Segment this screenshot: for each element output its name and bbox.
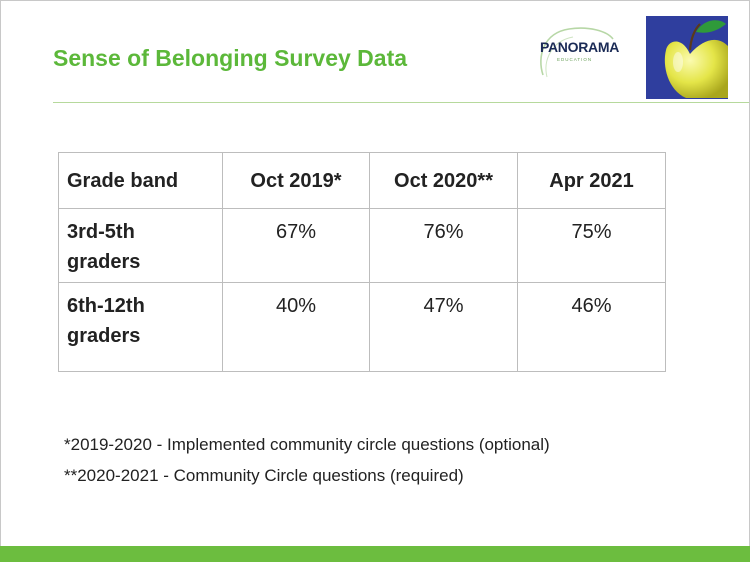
table-cell: 47% bbox=[369, 282, 518, 372]
row-label-line: graders bbox=[67, 325, 141, 347]
survey-data-table: Grade band Oct 2019* Oct 2020** Apr 2021… bbox=[58, 152, 666, 372]
bottom-accent-bar bbox=[0, 546, 750, 562]
row-label: 6th-12th graders bbox=[58, 282, 223, 372]
row-label-line: 3rd-5th bbox=[67, 221, 135, 243]
table-cell: 46% bbox=[517, 282, 666, 372]
logo-name: PANORAMA bbox=[540, 39, 620, 55]
slide-title: Sense of Belonging Survey Data bbox=[53, 45, 408, 71]
panorama-swoosh-icon bbox=[540, 27, 614, 78]
table-row: 3rd-5th graders 67% 76% 75% bbox=[58, 208, 666, 283]
column-header: Apr 2021 bbox=[517, 152, 666, 209]
footnote: *2019-2020 - Implemented community circl… bbox=[64, 435, 550, 454]
table-row: 6th-12th graders 40% 47% 46% bbox=[58, 282, 666, 372]
row-label: 3rd-5th graders bbox=[58, 208, 223, 283]
row-label-line: graders bbox=[67, 251, 141, 273]
table-header-row: Grade band Oct 2019* Oct 2020** Apr 2021 bbox=[58, 152, 666, 209]
table-cell: 67% bbox=[222, 208, 370, 283]
column-header: Grade band bbox=[58, 152, 223, 209]
table-cell: 76% bbox=[369, 208, 518, 283]
row-label-line: 6th-12th bbox=[67, 295, 145, 317]
column-header: Oct 2019* bbox=[222, 152, 370, 209]
footnote: **2020-2021 - Community Circle questions… bbox=[64, 466, 464, 485]
table-cell: 75% bbox=[517, 208, 666, 283]
title-divider bbox=[53, 102, 749, 103]
apple-icon bbox=[646, 16, 728, 99]
logo-subtitle: EDUCATION bbox=[557, 57, 593, 62]
table-cell: 40% bbox=[222, 282, 370, 372]
column-header: Oct 2020** bbox=[369, 152, 518, 209]
panorama-logo: PANORAMA EDUCATION bbox=[529, 23, 641, 85]
footnotes: *2019-2020 - Implemented community circl… bbox=[64, 429, 550, 491]
